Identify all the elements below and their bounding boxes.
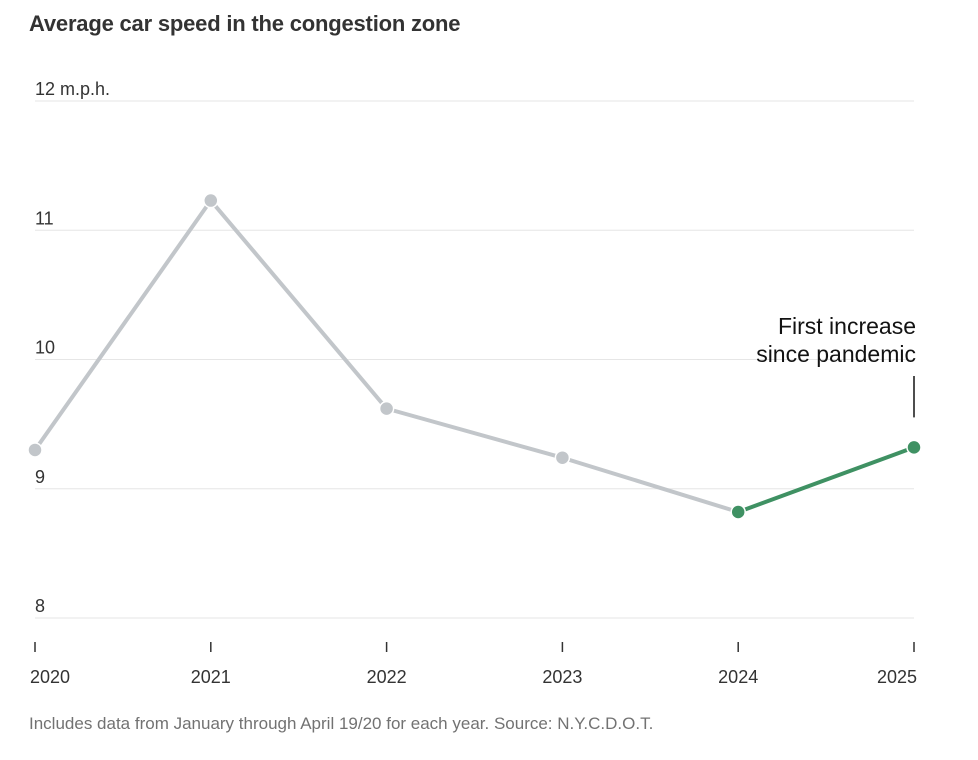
chart-title: Average car speed in the congestion zone — [29, 11, 461, 36]
y-tick-label: 11 — [35, 208, 54, 228]
data-point-2021 — [203, 192, 219, 209]
x-tick-label: 2023 — [542, 667, 582, 687]
gridlines — [35, 100, 914, 619]
data-point-2023 — [554, 449, 571, 466]
data-point-2020 — [27, 442, 43, 458]
y-axis-labels: 12 m.p.h. 11 10 9 8 — [35, 79, 110, 616]
data-point-2025 — [906, 439, 922, 456]
x-tick-label: 2022 — [367, 667, 407, 687]
y-tick-label: 10 — [35, 338, 55, 358]
x-tick-label: 2024 — [718, 667, 758, 687]
y-tick-label: 8 — [35, 596, 45, 616]
x-tick-label: 2020 — [30, 667, 70, 687]
series-line-highlight — [736, 445, 916, 515]
x-tick-label: 2025 — [877, 667, 917, 687]
x-tick-label: 2021 — [191, 667, 231, 687]
data-point-2022 — [378, 400, 395, 417]
data-points — [27, 192, 922, 520]
annotation-text: since pandemic — [756, 341, 916, 367]
annotation-text: First increase — [778, 313, 916, 339]
source-note: Includes data from January through April… — [29, 714, 654, 733]
series-line-base — [33, 198, 741, 515]
data-point-2024 — [730, 504, 746, 520]
line-chart: 12 m.p.h. 11 10 9 8 2020 2021 2022 2023 2024 2025… — [27, 79, 922, 687]
x-axis: 2020 2021 2022 2023 2024 2025 — [30, 642, 917, 687]
y-tick-label: 12 m.p.h. — [35, 79, 110, 99]
y-tick-label: 9 — [35, 467, 45, 487]
